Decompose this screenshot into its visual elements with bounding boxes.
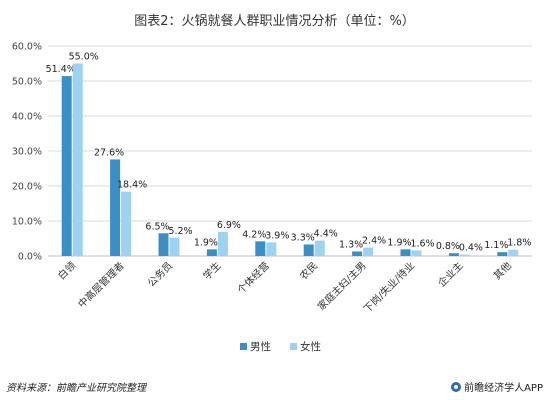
bar-male	[61, 76, 72, 256]
bar-female	[169, 237, 180, 256]
data-label: 2.4%	[362, 236, 386, 247]
y-tick-label: 30.0%	[12, 147, 42, 158]
bar-female	[217, 231, 228, 256]
bar-male	[255, 241, 266, 256]
bar-male	[352, 251, 363, 256]
x-tick-label: 白领	[55, 259, 78, 282]
y-tick-label: 10.0%	[12, 217, 42, 228]
bar-male	[497, 252, 508, 256]
x-tick-label: 农民	[297, 259, 320, 282]
data-label: 1.3%	[339, 239, 363, 250]
y-tick-label: 60.0%	[12, 42, 42, 53]
data-label: 4.2%	[242, 229, 266, 240]
x-tick-label: 其他	[491, 259, 514, 282]
x-tick-label: 下岗/失业/待业	[361, 259, 417, 315]
bar-male	[400, 249, 411, 256]
bar-female	[121, 191, 132, 256]
bar-female	[72, 63, 83, 256]
data-label: 6.5%	[145, 221, 169, 232]
bar-female	[508, 249, 519, 256]
bar-female	[314, 240, 325, 256]
bar-female	[363, 247, 374, 256]
data-label: 18.4%	[117, 180, 147, 191]
data-label: 0.4%	[459, 243, 483, 254]
legend-swatch	[240, 343, 247, 350]
data-label: 1.9%	[387, 237, 411, 248]
chart-title: 图表2：火锅就餐人群职业情况分析（单位：%）	[134, 14, 415, 29]
x-tick-label: 公务员	[145, 259, 175, 289]
brand-credit: 前瞻经济学人APP	[451, 379, 543, 394]
bar-male	[206, 249, 217, 256]
brand-logo-icon	[451, 381, 462, 392]
x-tick-label: 个体经营	[234, 259, 271, 296]
data-label: 3.9%	[265, 230, 289, 241]
legend-label: 男性	[250, 340, 271, 353]
bar-male	[303, 244, 314, 256]
bar-female	[411, 250, 422, 256]
bar-female	[459, 254, 470, 256]
y-tick-label: 50.0%	[12, 77, 42, 88]
bar-female	[266, 242, 277, 256]
data-label: 55.0%	[69, 52, 99, 63]
data-label: 6.9%	[217, 220, 241, 231]
data-label: 0.8%	[436, 241, 460, 252]
data-label: 51.4%	[46, 64, 76, 75]
bar-male	[110, 159, 121, 256]
data-label: 27.6%	[94, 147, 124, 158]
data-label: 1.8%	[507, 238, 531, 249]
data-label: 1.9%	[194, 237, 218, 248]
data-label: 4.4%	[314, 229, 338, 240]
y-tick-label: 40.0%	[12, 112, 42, 123]
x-tick-label: 学生	[200, 259, 223, 282]
y-tick-label: 20.0%	[12, 182, 42, 193]
data-label: 1.1%	[484, 240, 508, 251]
data-label: 5.2%	[168, 226, 192, 237]
data-label: 1.6%	[410, 238, 434, 249]
bar-male	[448, 253, 459, 256]
x-tick-label: 企业主	[435, 259, 465, 289]
brand-name: 前瞻经济学人APP	[464, 383, 543, 394]
source-note: 资料来源：前瞻产业研究院整理	[6, 383, 146, 394]
x-tick-label: 中高层管理者	[75, 259, 127, 311]
bar-male	[158, 233, 169, 256]
legend-swatch	[290, 343, 297, 350]
x-tick-label: 家庭主妇/主男	[315, 259, 369, 313]
legend-label: 女性	[300, 340, 321, 353]
data-label: 3.3%	[291, 232, 315, 243]
y-tick-label: 0.0%	[18, 252, 42, 263]
